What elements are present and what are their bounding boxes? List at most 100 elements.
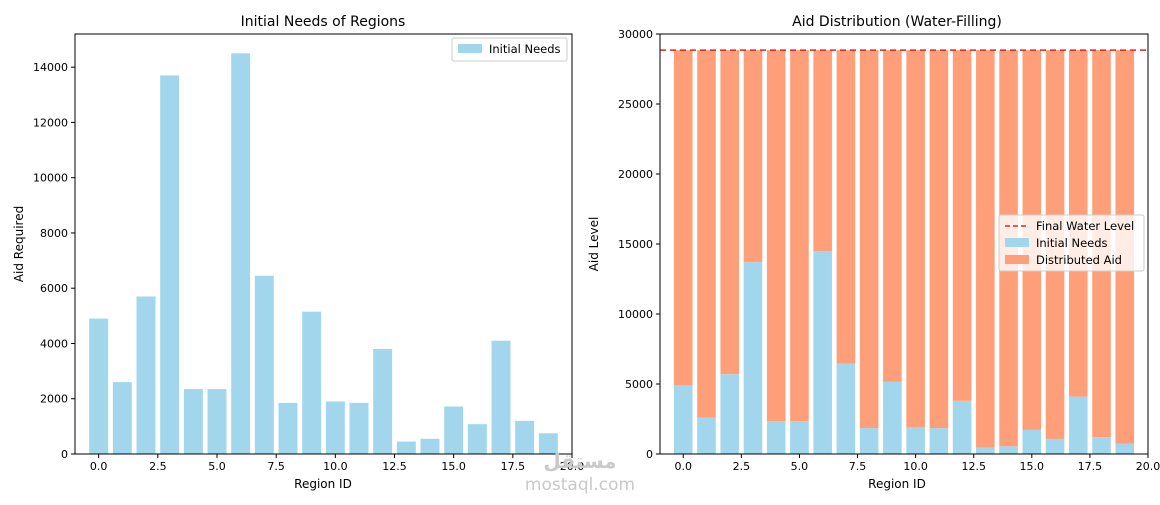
bar-distributed-aid-13 xyxy=(976,50,995,448)
bar-initial-needs-12 xyxy=(952,400,972,454)
bar-initial-needs-14 xyxy=(999,446,1018,454)
bar-initial-needs-10 xyxy=(906,427,925,454)
bar-initial-needs-0 xyxy=(673,385,693,454)
x-tick-label: 10.0 xyxy=(323,460,348,473)
x-tick-label: 5.0 xyxy=(208,460,226,473)
legend-label-initial-needs: Initial Needs xyxy=(1036,236,1108,250)
bar-initial-needs-4 xyxy=(183,389,203,454)
legend-label-initial-needs: Initial Needs xyxy=(489,42,561,56)
bars xyxy=(89,53,558,455)
legend-label-distributed-aid: Distributed Aid xyxy=(1036,253,1122,267)
bar-initial-needs-4 xyxy=(766,421,786,454)
bar-initial-needs-11 xyxy=(349,402,369,454)
bar-distributed-aid-6 xyxy=(813,50,832,251)
bar-distributed-aid-4 xyxy=(766,50,786,422)
y-tick-label: 10000 xyxy=(33,172,68,185)
y-tick-label: 0 xyxy=(646,448,653,461)
bar-distributed-aid-10 xyxy=(906,50,925,428)
x-tick-label: 2.5 xyxy=(733,460,751,473)
bar-initial-needs-12 xyxy=(373,349,393,454)
bar-distributed-aid-0 xyxy=(673,50,693,386)
legend-swatch-initial-needs xyxy=(458,44,482,53)
y-tick-label: 0 xyxy=(61,448,68,461)
bar-initial-needs-7 xyxy=(836,363,856,454)
bar-initial-needs-14 xyxy=(420,438,440,454)
bar-distributed-aid-7 xyxy=(836,50,856,364)
bar-initial-needs-1 xyxy=(112,382,132,454)
bar-initial-needs-9 xyxy=(883,381,902,454)
bar-initial-needs-18 xyxy=(1092,437,1111,454)
bar-initial-needs-16 xyxy=(467,424,487,454)
x-tick-label: 7.5 xyxy=(849,460,867,473)
y-tick-label: 6000 xyxy=(40,282,68,295)
bar-distributed-aid-1 xyxy=(697,50,716,418)
legend-box xyxy=(998,214,1145,272)
bar-initial-needs-9 xyxy=(302,311,322,454)
bar-initial-needs-1 xyxy=(697,417,716,454)
bar-distributed-aid-2 xyxy=(720,50,740,375)
x-tick-label: 7.5 xyxy=(267,460,285,473)
x-tick-label: 15.0 xyxy=(1020,460,1045,473)
bar-initial-needs-10 xyxy=(325,401,345,454)
bar-initial-needs-19 xyxy=(1115,443,1135,454)
y-tick-label: 20000 xyxy=(618,168,653,181)
chart-title: Initial Needs of Regions xyxy=(241,14,406,30)
x-axis-label: Region ID xyxy=(294,477,352,491)
bar-distributed-aid-5 xyxy=(790,50,809,422)
x-tick-label: 12.5 xyxy=(382,460,407,473)
y-tick-label: 14000 xyxy=(33,61,68,74)
legend: Final Water Level Initial Needs Distribu… xyxy=(998,214,1145,272)
bar-initial-needs-5 xyxy=(790,421,809,454)
x-tick-label: 20.0 xyxy=(1136,460,1160,473)
y-tick-label: 15000 xyxy=(618,238,653,251)
chart-title: Aid Distribution (Water-Filling) xyxy=(792,14,1002,30)
x-tick-label: 10.0 xyxy=(903,460,928,473)
y-tick-label: 2000 xyxy=(40,393,68,406)
x-ticks: 0.0 2.5 5.0 7.5 10.0 12.5 15.0 17.5 20.0 xyxy=(674,454,1160,473)
bar-initial-needs-2 xyxy=(720,374,740,454)
y-tick-label: 30000 xyxy=(618,28,653,41)
aid-distribution-chart: Aid Distribution (Water-Filling) 0.0 2.5 5… xyxy=(587,14,1160,491)
bar-distributed-aid-9 xyxy=(883,50,902,382)
bar-initial-needs-13 xyxy=(976,447,995,454)
bar-initial-needs-7 xyxy=(254,275,274,454)
bar-initial-needs-17 xyxy=(1068,396,1088,454)
x-tick-label: 17.5 xyxy=(1078,460,1103,473)
bar-initial-needs-5 xyxy=(207,389,227,454)
y-tick-label: 10000 xyxy=(618,308,653,321)
x-ticks: 0.0 2.5 5.0 7.5 10.0 12.5 15.0 17.5 20.0 xyxy=(90,454,584,473)
x-tick-label: 17.5 xyxy=(501,460,526,473)
bar-initial-needs-6 xyxy=(813,251,832,454)
legend-box xyxy=(451,37,568,62)
y-tick-label: 5000 xyxy=(625,378,653,391)
x-tick-label: 2.5 xyxy=(149,460,167,473)
x-tick-label: 15.0 xyxy=(441,460,466,473)
x-tick-label: 20.0 xyxy=(560,460,585,473)
x-tick-label: 12.5 xyxy=(961,460,986,473)
y-tick-label: 4000 xyxy=(40,337,68,350)
bar-initial-needs-2 xyxy=(136,296,156,454)
watermark-url: mostaql.com xyxy=(525,475,635,495)
y-ticks: 0 2000 4000 6000 8000 10000 12000 14000 xyxy=(33,61,75,461)
bar-initial-needs-0 xyxy=(89,318,109,454)
plot-frame xyxy=(659,33,1149,455)
bar-distributed-aid-11 xyxy=(929,50,949,429)
bar-initial-needs-3 xyxy=(160,75,180,455)
y-axis-label: Aid Level xyxy=(587,217,601,272)
bar-initial-needs-13 xyxy=(396,441,416,454)
bar-initial-needs-3 xyxy=(743,262,763,454)
bar-initial-needs-15 xyxy=(444,406,464,454)
bar-initial-needs-17 xyxy=(491,340,511,454)
bar-distributed-aid-12 xyxy=(952,50,972,401)
plot-frame xyxy=(74,33,573,455)
bar-initial-needs-8 xyxy=(859,428,879,454)
initial-needs-chart: Initial Needs of Regions 0.0 2.5 5.0 7.5 10.… xyxy=(12,14,584,491)
x-tick-label: 0.0 xyxy=(674,460,692,473)
y-tick-label: 12000 xyxy=(33,116,68,129)
watermark: مستقل mostaql.com xyxy=(525,449,635,495)
x-tick-label: 0.0 xyxy=(90,460,108,473)
legend-swatch-distributed-aid xyxy=(1005,255,1029,264)
y-tick-label: 8000 xyxy=(40,227,68,240)
y-ticks: 0 5000 10000 15000 20000 25000 30000 xyxy=(618,28,660,461)
